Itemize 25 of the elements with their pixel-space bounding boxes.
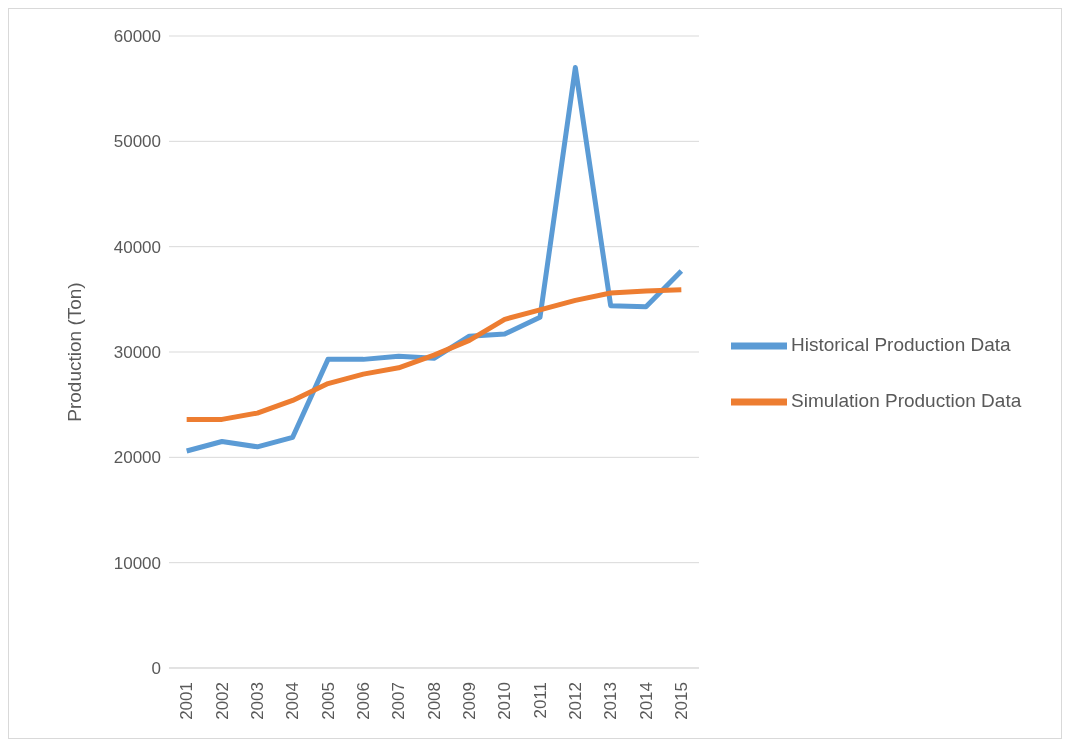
y-tick-label: 10000 xyxy=(113,553,161,573)
legend-label: Simulation Production Data xyxy=(791,389,1022,411)
y-axis-title: Production (Ton) xyxy=(63,282,85,422)
x-tick-label: 2010 xyxy=(495,682,515,720)
x-tick-label: 2011 xyxy=(530,682,550,719)
x-tick-label: 2008 xyxy=(424,682,444,720)
x-tick-label: 2007 xyxy=(389,682,409,720)
y-tick-label: 30000 xyxy=(113,343,161,363)
y-tick-label: 60000 xyxy=(113,27,161,47)
legend-label: Historical Production Data xyxy=(791,333,1011,355)
x-tick-label: 2006 xyxy=(353,682,373,720)
x-tick-label: 2002 xyxy=(212,682,232,720)
y-tick-label: 50000 xyxy=(113,132,161,152)
x-tick-label: 2009 xyxy=(459,682,479,720)
y-tick-label: 20000 xyxy=(113,448,161,468)
x-tick-label: 2014 xyxy=(636,682,656,720)
x-tick-label: 2012 xyxy=(565,682,585,720)
y-tick-label: 0 xyxy=(151,659,161,679)
y-tick-label: 40000 xyxy=(113,237,161,257)
x-tick-label: 2004 xyxy=(283,682,303,720)
x-tick-label: 2015 xyxy=(671,682,691,720)
x-tick-label: 2001 xyxy=(177,682,197,720)
x-tick-label: 2013 xyxy=(601,682,621,720)
x-tick-label: 2003 xyxy=(247,682,267,720)
x-tick-label: 2005 xyxy=(318,682,338,720)
